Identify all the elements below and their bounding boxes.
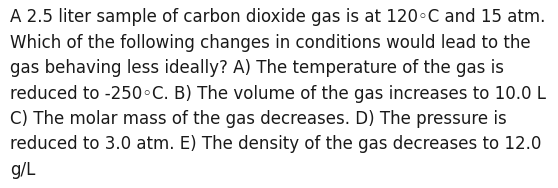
Text: gas behaving less ideally? A) The temperature of the gas is: gas behaving less ideally? A) The temper… <box>10 59 504 77</box>
Text: A 2.5 liter sample of carbon dioxide gas is at 120◦C and 15 atm.: A 2.5 liter sample of carbon dioxide gas… <box>10 8 545 27</box>
Text: C) The molar mass of the gas decreases. D) The pressure is: C) The molar mass of the gas decreases. … <box>10 110 507 128</box>
Text: reduced to 3.0 atm. E) The density of the gas decreases to 12.0: reduced to 3.0 atm. E) The density of th… <box>10 135 541 153</box>
Text: reduced to -250◦C. B) The volume of the gas increases to 10.0 L: reduced to -250◦C. B) The volume of the … <box>10 85 546 103</box>
Text: Which of the following changes in conditions would lead to the: Which of the following changes in condit… <box>10 34 531 52</box>
Text: g/L: g/L <box>10 161 35 179</box>
